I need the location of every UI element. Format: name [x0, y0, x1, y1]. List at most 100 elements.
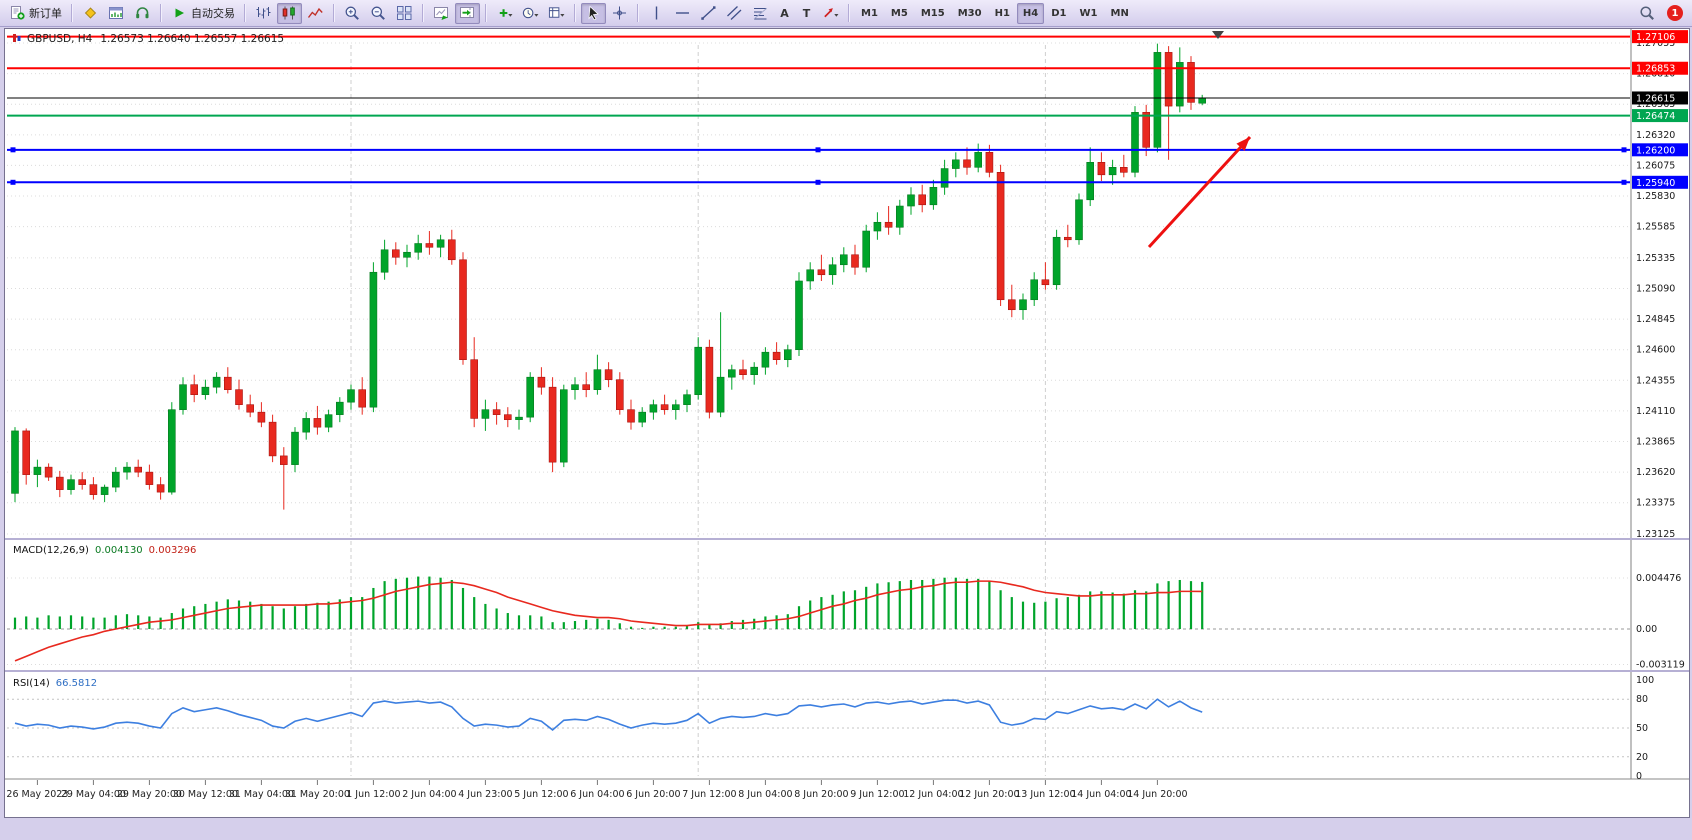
candle: [716, 312, 725, 418]
zoom-in-icon: [344, 5, 361, 21]
candle: [739, 359, 747, 380]
sounds-button[interactable]: [130, 3, 155, 24]
zoom-in-button[interactable]: [340, 3, 365, 24]
arrows-button[interactable]: [818, 3, 843, 24]
timeframe-m15[interactable]: M15: [920, 7, 945, 19]
autotrading-button-label: 自动交易: [191, 7, 235, 20]
chart-shift-button[interactable]: [455, 2, 480, 24]
autotrading-button[interactable]: 自动交易: [167, 3, 239, 24]
grid-layer: [7, 42, 1630, 776]
candle: [1198, 94, 1206, 106]
candle: [772, 342, 781, 365]
candle: [593, 354, 602, 395]
chart-canvas[interactable]: 1.270551.268101.265651.263201.260751.258…: [5, 29, 1689, 817]
candle: [1030, 272, 1038, 306]
cursor-button[interactable]: [581, 2, 606, 24]
fibonacci-button[interactable]: [748, 3, 773, 24]
candle: [358, 377, 367, 415]
candle: [996, 164, 1005, 306]
candle: [660, 394, 669, 415]
fibonacci-icon: [752, 5, 769, 21]
label-button[interactable]: T: [796, 3, 817, 24]
price-tick-label: 1.25585: [1636, 222, 1675, 233]
templates-button[interactable]: [544, 3, 569, 24]
bar-chart-button[interactable]: [251, 3, 276, 24]
candle: [235, 379, 243, 410]
trend-arrow-annotation[interactable]: [1147, 135, 1252, 249]
rsi-axis-label: 50: [1636, 723, 1648, 734]
time-tick-label: 7 Jun 12:00: [682, 789, 736, 800]
cursor-icon: [585, 5, 602, 21]
auto-scroll-button[interactable]: [429, 3, 454, 24]
line-chart-button[interactable]: [303, 3, 328, 24]
price-axis[interactable]: 1.270551.268101.265651.263201.260751.258…: [1630, 29, 1675, 779]
notification-badge[interactable]: 1: [1667, 5, 1683, 21]
candle: [492, 402, 501, 425]
tile-windows-button[interactable]: [392, 3, 417, 24]
macd-axis-label: -0.003119: [1636, 660, 1685, 671]
rsi-line: [14, 698, 1203, 731]
channel-button[interactable]: [722, 3, 747, 24]
zoom-out-button[interactable]: [366, 3, 391, 24]
chart-shift-marker[interactable]: [1212, 31, 1224, 39]
price-tag: [1632, 30, 1688, 44]
time-tick-label: 6 Jun 04:00: [570, 789, 624, 800]
shift-marker[interactable]: [1212, 31, 1224, 39]
line-chart-icon: [307, 5, 324, 21]
text-icon: A: [780, 6, 789, 20]
price-tick-label: 1.25830: [1636, 191, 1675, 202]
price-tag-label: 1.26474: [1636, 111, 1675, 122]
indicators-icon: [496, 5, 513, 21]
indicators-button[interactable]: [492, 3, 517, 24]
timeframe-h1[interactable]: H1: [994, 7, 1010, 19]
new-chart-button[interactable]: [104, 3, 129, 24]
search-button[interactable]: [1635, 3, 1660, 24]
timeframe-m5[interactable]: M5: [890, 7, 908, 19]
candle: [649, 399, 658, 420]
macd-label: MACD(12,26,9) 0.004130 0.003296: [13, 545, 196, 556]
line-handle[interactable]: [10, 179, 16, 185]
candle: [683, 389, 691, 413]
panel-separator[interactable]: [5, 538, 1689, 540]
horizontal-line-button[interactable]: [670, 3, 695, 24]
candle: [783, 344, 792, 368]
candle: [201, 379, 210, 400]
vertical-line-button[interactable]: [644, 3, 669, 24]
timeframe-h4[interactable]: H4: [1016, 2, 1045, 24]
candle: [302, 412, 311, 440]
candle: [123, 462, 131, 480]
candle: [974, 143, 983, 173]
candle: [750, 362, 759, 385]
timeframe-d1[interactable]: D1: [1051, 7, 1067, 19]
time-tick-label: 8 Jun 04:00: [738, 789, 792, 800]
text-button[interactable]: A: [774, 3, 795, 24]
time-tick-label: 30 May 12:00: [173, 789, 238, 800]
new-order-button-label: 新订单: [29, 7, 62, 20]
toolbar-separator: [485, 4, 487, 22]
candles-chart-button[interactable]: [277, 2, 302, 24]
rsi-label: RSI(14) 66.5812: [13, 678, 97, 689]
line-handle[interactable]: [815, 179, 821, 185]
candle: [112, 467, 120, 493]
panel-separator[interactable]: [5, 670, 1689, 672]
line-handle[interactable]: [1621, 147, 1627, 153]
timeframe-w1[interactable]: W1: [1079, 7, 1098, 19]
symbols-button[interactable]: [78, 3, 103, 24]
crosshair-button[interactable]: [607, 3, 632, 24]
candle: [212, 372, 221, 394]
timeframe-m1[interactable]: M1: [861, 7, 878, 19]
timeframe-m30[interactable]: M30: [957, 7, 982, 19]
candle: [806, 262, 815, 290]
trendline-button[interactable]: [696, 3, 721, 24]
periods-button[interactable]: [518, 3, 543, 24]
chart-symbol-period-ohlc: GBPUSD, H4 1.26573 1.26640 1.26557 1.2661…: [27, 33, 284, 45]
crosshair-icon: [611, 5, 628, 21]
line-handle[interactable]: [10, 147, 16, 153]
panel-separators[interactable]: [5, 538, 1689, 780]
timeframe-mn[interactable]: MN: [1110, 7, 1129, 19]
candle: [817, 254, 826, 281]
new-order-button[interactable]: 新订单: [5, 3, 66, 24]
line-handle[interactable]: [1621, 179, 1627, 185]
line-handle[interactable]: [815, 147, 821, 153]
